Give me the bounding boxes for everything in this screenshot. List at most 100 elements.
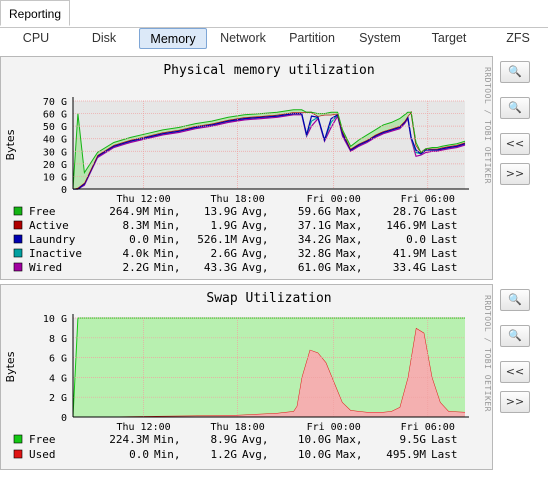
legend-min-word: Min, [154,205,181,218]
legend-max-word: Max, [336,247,363,260]
legend-last-word: Last [431,448,458,461]
series-area-free [73,318,465,417]
legend-min-word: Min, [154,448,181,461]
legend-min: 2.2G [123,261,150,274]
legend-name: Laundry [29,233,76,246]
legend-name: Inactive [29,247,82,260]
legend-last: 28.7G [393,205,426,218]
back-button-swap[interactable]: << [500,361,530,383]
legend-max-word: Max, [336,205,363,218]
back-button[interactable]: << [500,133,530,155]
subtab-system[interactable]: System [359,31,401,45]
zoom-out-button-swap[interactable]: 🔍 [500,325,530,347]
y-tick-label: 40 G [43,135,67,146]
legend-last-word: Last [431,219,458,232]
zoom-in-icon: 🔍 [508,293,522,306]
legend-max: 59.6G [298,205,331,218]
legend-max: 37.1G [298,219,331,232]
legend-last: 495.9M [386,448,426,461]
y-axis-label: Bytes [4,351,17,382]
watermark: RRDTOOL / TOBI OETIKER [483,67,492,184]
legend-avg-word: Avg, [242,448,269,461]
legend-last: 33.4G [393,261,426,274]
legend-avg: 1.2G [211,448,238,461]
legend-avg-word: Avg, [242,433,269,446]
legend-avg: 1.9G [211,219,238,232]
legend-swatch-inactive [13,248,23,258]
x-tick-label: Thu 12:00 [116,194,170,205]
subtab-network[interactable]: Network [220,31,266,45]
y-tick-label: 0 [61,413,67,424]
legend-swatch-wired [13,262,23,272]
series-line-wired [73,114,466,190]
legend-min: 4.0k [123,247,150,260]
legend-avg: 43.3G [204,261,237,274]
forward-button[interactable]: >> [500,163,530,185]
legend-last-word: Last [431,233,458,246]
chart-title: Physical memory utilization [163,63,374,78]
y-tick-label: 2 G [49,393,67,404]
series-line-laundry [73,113,466,190]
legend-max-word: Max, [336,233,363,246]
legend-avg-word: Avg, [242,205,269,218]
legend-last-word: Last [431,433,458,446]
legend-avg: 13.9G [204,205,237,218]
zoom-in-icon: 🔍 [508,65,522,78]
x-tick-label: Thu 18:00 [211,422,265,433]
legend-min-word: Min, [154,433,181,446]
y-tick-label: 4 G [49,373,67,384]
y-tick-label: 60 G [43,110,67,121]
subtab-partition[interactable]: Partition [289,31,335,45]
zoom-in-button[interactable]: 🔍 [500,61,530,83]
legend-max: 10.0G [298,433,331,446]
legend-min: 0.0 [129,233,149,246]
series-line-free [72,109,466,190]
legend-min-word: Min, [154,247,181,260]
y-tick-label: 10 G [43,314,67,325]
legend-min: 264.9M [109,205,149,218]
x-tick-label: Thu 12:00 [116,422,170,433]
legend-avg-word: Avg, [242,233,269,246]
zoom-out-button[interactable]: 🔍 [500,97,530,119]
x-tick-label: Thu 18:00 [211,194,265,205]
legend-avg: 526.1M [197,233,237,246]
series-area-used [73,327,465,417]
subtab-zfs[interactable]: ZFS [506,31,530,45]
zoom-out-icon: 🔍 [508,101,522,114]
subtab-memory[interactable]: Memory [139,28,207,49]
legend-max: 32.8G [298,247,331,260]
legend-swatch-laundry [13,234,23,244]
x-tick-label: Fri 06:00 [401,194,455,205]
legend-min: 0.0 [129,448,149,461]
physical-memory-chart: 0 10 G20 G 30 G40 G 50 G60 G 70 G Thu 12:00 Th… [4,63,492,274]
legend-min: 224.3M [109,433,149,446]
y-tick-label: 20 G [43,160,67,171]
legend-max: 61.0G [298,261,331,274]
legend-last-word: Last [431,247,458,260]
legend-avg: 2.6G [211,247,238,260]
y-tick-label: 30 G [43,147,67,158]
legend-avg-word: Avg, [242,247,269,260]
legend-name: Active [29,219,69,232]
watermark: RRDTOOL / TOBI OETIKER [483,295,492,412]
chart-title: Swap Utilization [206,291,331,306]
subtab-disk[interactable]: Disk [91,31,117,45]
legend-max-word: Max, [336,433,363,446]
subtab-cpu[interactable]: CPU [22,31,50,45]
legend-max-word: Max, [336,448,363,461]
tab-reporting[interactable]: Reporting [0,0,71,26]
x-tick-label: Fri 06:00 [401,422,455,433]
legend-last: 0.0 [406,233,426,246]
legend-name: Wired [29,261,62,274]
top-tab-bar: Reporting [0,0,548,28]
swap-utilization-graph: 0 2 G 4 G 6 G 8 G 10 G Thu 12:00 Thu 18:00 Fri 0… [0,284,493,470]
zoom-in-button-swap[interactable]: 🔍 [500,289,530,311]
y-tick-label: 8 G [49,334,67,345]
subtab-target[interactable]: Target [431,31,467,45]
forward-button-swap[interactable]: >> [500,391,530,413]
legend-last: 146.9M [386,219,426,232]
legend-avg-word: Avg, [242,219,269,232]
legend-name: Free [29,205,56,218]
legend-name: Used [29,448,56,461]
legend-swatch-active [13,220,23,230]
